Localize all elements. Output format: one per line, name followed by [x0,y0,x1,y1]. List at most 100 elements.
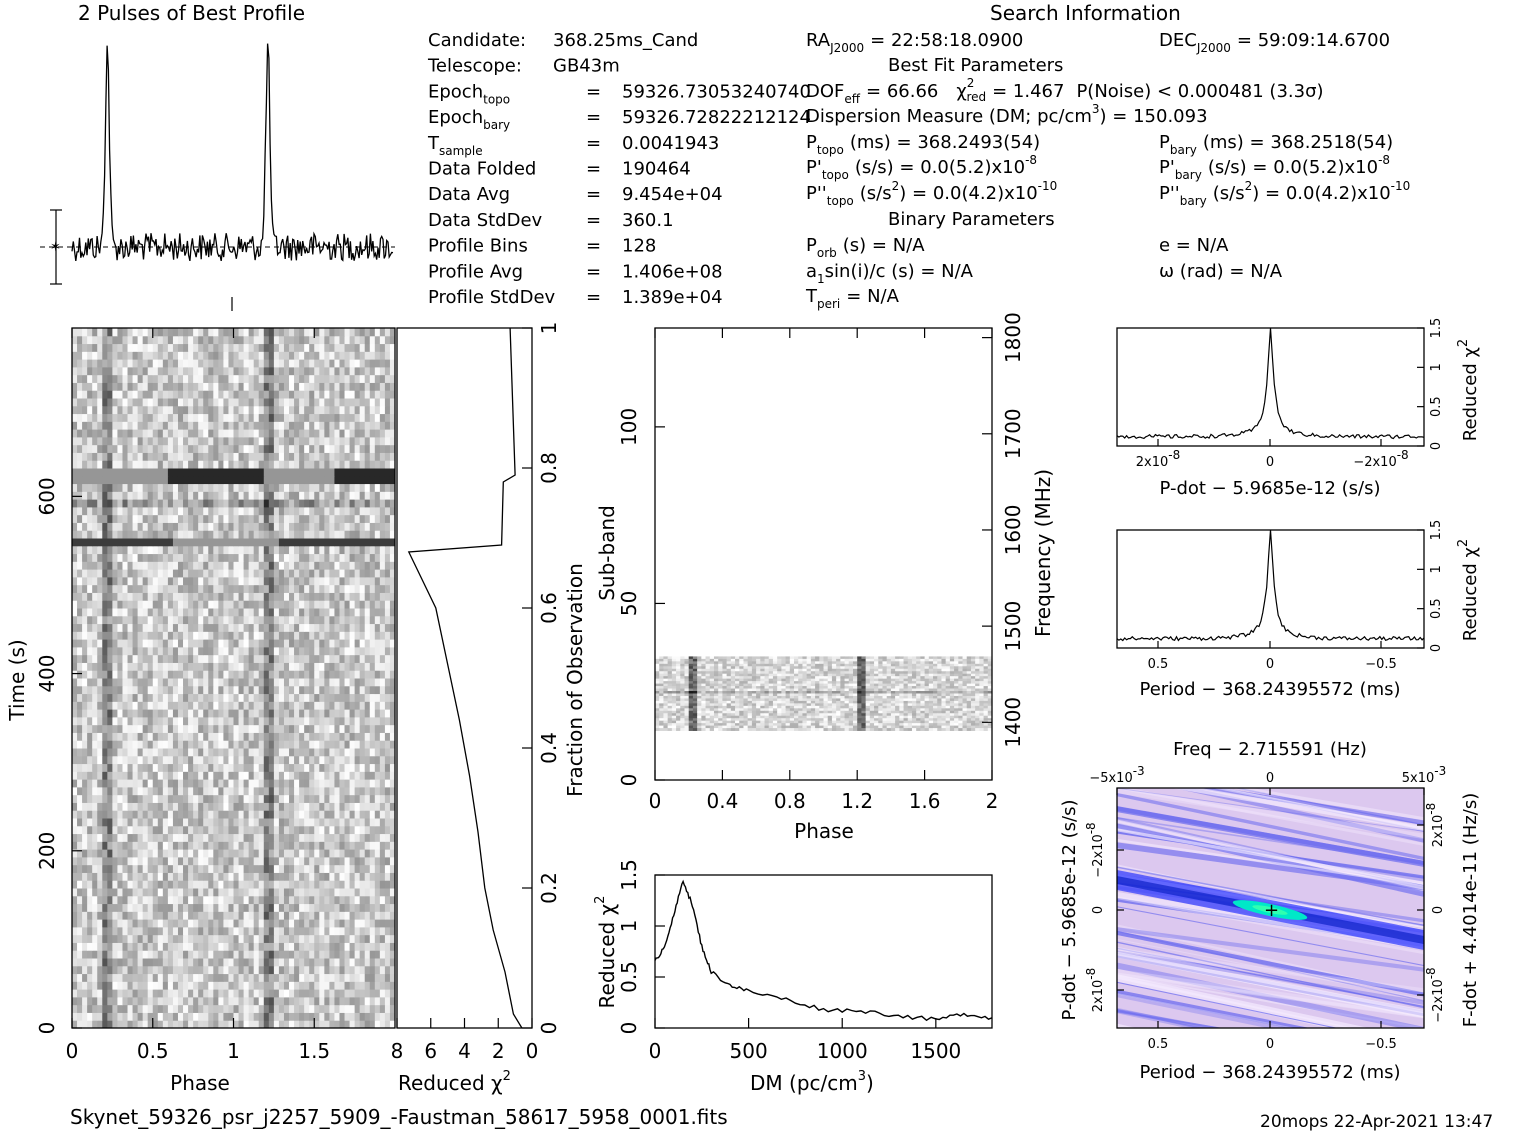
time-phase-cell [375,460,381,468]
time-phase-cell [289,927,295,935]
time-phase-cell [334,1012,340,1020]
time-phase-cell [143,919,149,927]
time-phase-cell [223,841,229,849]
time-phase-cell [249,748,255,756]
time-phase-cell [259,530,265,538]
time-phase-cell [188,507,194,515]
time-phase-cell [284,810,290,818]
time-phase-cell [87,748,93,756]
time-phase-cell [87,569,93,577]
time-phase-cell [334,764,340,772]
time-phase-cell [228,865,234,873]
time-phase-cell [355,670,361,678]
time-phase-cell [213,896,219,904]
time-phase-cell [117,841,123,849]
time-phase-cell [345,989,351,997]
time-phase-cell [269,857,275,865]
time-phase-cell [128,1005,134,1013]
time-phase-cell [117,515,123,523]
time-phase-cell [148,530,154,538]
time-phase-cell [97,709,103,717]
time-phase-cell [228,639,234,647]
time-phase-cell [274,585,280,593]
time-phase-cell [284,919,290,927]
time-phase-cell [173,779,179,787]
time-phase-cell [133,608,139,616]
time-phase-cell [143,787,149,795]
time-phase-cell [299,880,305,888]
time-phase-cell [370,1020,376,1028]
time-phase-cell [299,445,305,453]
time-phase-cell [304,631,310,639]
time-phase-cell [304,989,310,997]
time-phase-cell [329,771,335,779]
time-phase-cell [294,452,300,460]
time-phase-cell [329,554,335,562]
time-phase-cell [82,732,88,740]
time-phase-cell [92,678,98,686]
time-phase-cell [254,670,260,678]
time-phase-cell [309,717,315,725]
time-phase-cell [319,911,325,919]
time-phase-cell [279,522,285,530]
time-phase-cell [168,880,174,888]
time-phase-cell [375,561,381,569]
time-phase-cell [304,888,310,896]
time-phase-cell [97,771,103,779]
time-phase-cell [284,437,290,445]
time-phase-cell [133,849,139,857]
time-phase-cell [72,561,78,569]
time-phase-cell [153,484,159,492]
time-phase-cell [329,686,335,694]
time-phase-cell [375,701,381,709]
time-phase-cell [117,888,123,896]
time-phase-cell [228,546,234,554]
time-phase-cell [198,834,204,842]
time-phase-cell [360,678,366,686]
time-phase-cell [279,834,285,842]
time-phase-cell [324,655,330,663]
time-phase-cell [183,1012,189,1020]
time-phase-cell [178,927,184,935]
time-phase-cell [102,592,108,600]
time-phase-cell [314,732,320,740]
time-phase-cell [183,631,189,639]
time-phase-cell [314,694,320,702]
time-phase-cell [97,888,103,896]
time-phase-cell [213,919,219,927]
time-phase-cell [138,647,144,655]
time-phase-cell [299,530,305,538]
time-phase-cell [97,507,103,515]
time-phase-cell [112,950,118,958]
time-phase-cell [163,802,169,810]
time-phase-cell [314,756,320,764]
time-phase-cell [355,631,361,639]
time-phase-cell [264,624,270,632]
time-phase-cell [122,701,128,709]
time-phase-cell [77,779,83,787]
time-phase-cell [345,997,351,1005]
time-phase-cell [218,655,224,663]
time-phase-cell [360,585,366,593]
time-phase-cell [249,546,255,554]
time-phase-cell [239,608,245,616]
time-phase-cell [244,717,250,725]
time-phase-cell [102,662,108,670]
time-phase-cell [360,880,366,888]
time-phase-cell [228,764,234,772]
time-phase-cell [249,631,255,639]
time-phase-cell [370,429,376,437]
time-phase-cell [329,491,335,499]
time-phase-cell [355,468,361,476]
time-phase-cell [87,795,93,803]
time-phase-cell [249,522,255,530]
time-phase-cell [117,942,123,950]
time-phase-cell [198,468,204,476]
time-phase-cell [87,522,93,530]
time-phase-cell [198,655,204,663]
time-phase-cell [370,958,376,966]
time-phase-cell [203,904,209,912]
time-phase-cell [112,989,118,997]
time-phase-cell [304,997,310,1005]
time-phase-cell [264,694,270,702]
